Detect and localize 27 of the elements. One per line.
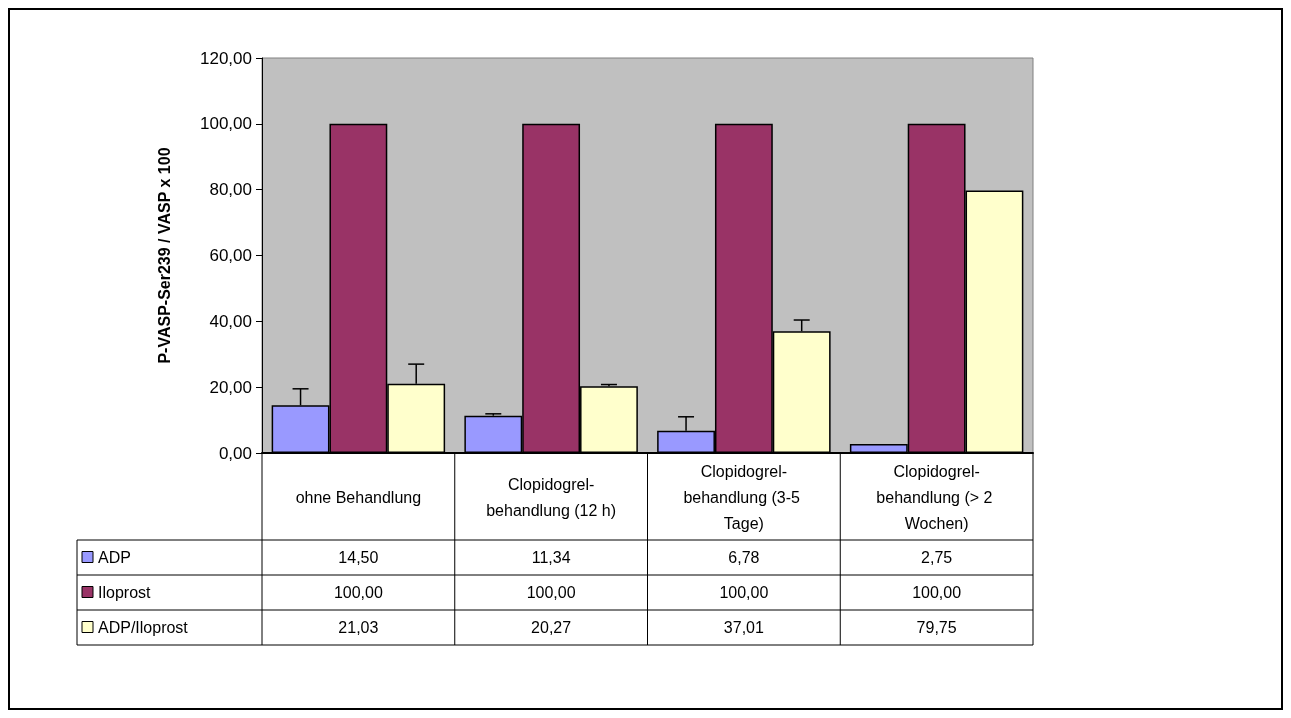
x-tick-label: ohne Behandlung bbox=[295, 488, 422, 506]
data-label: 79,75 bbox=[916, 619, 957, 636]
y-tick-label: 20,00 bbox=[209, 377, 252, 397]
y-tick-label: 80,00 bbox=[209, 180, 252, 200]
data-label: 20,27 bbox=[531, 619, 572, 636]
data-label: 100,00 bbox=[719, 584, 769, 601]
y-tick-label: 40,00 bbox=[209, 311, 252, 331]
legend-label: ADP/Iloprost bbox=[98, 619, 189, 636]
x-tick-label: Clopidogrel-behandlung (3-5 Tage) bbox=[683, 462, 805, 532]
y-axis-title: P-VASP-Ser239 / VASP x 100 bbox=[155, 147, 173, 364]
data-label: 2,75 bbox=[921, 549, 953, 566]
legend-label: ADP bbox=[98, 549, 131, 566]
x-tick-label: Clopidogrel-behandlung (> 2 Wochen) bbox=[876, 462, 997, 532]
y-tick-label: 60,00 bbox=[209, 246, 252, 265]
x-tick-label: Clopidogrel-behandlung (12 h) bbox=[486, 475, 617, 519]
data-label: 100,00 bbox=[333, 584, 383, 601]
y-tick-label: 120,00 bbox=[200, 48, 252, 68]
data-label: 37,01 bbox=[723, 619, 764, 636]
y-tick-label: 100,00 bbox=[200, 114, 252, 134]
data-label: 14,50 bbox=[338, 549, 379, 566]
data-label: 21,03 bbox=[338, 619, 379, 636]
data-label: 6,78 bbox=[728, 549, 760, 566]
data-label: 100,00 bbox=[912, 584, 962, 601]
y-tick-label: 0,00 bbox=[218, 443, 252, 463]
data-label: 100,00 bbox=[526, 584, 576, 601]
data-label: 11,34 bbox=[531, 549, 571, 566]
legend-label: Iloprost bbox=[98, 584, 152, 601]
